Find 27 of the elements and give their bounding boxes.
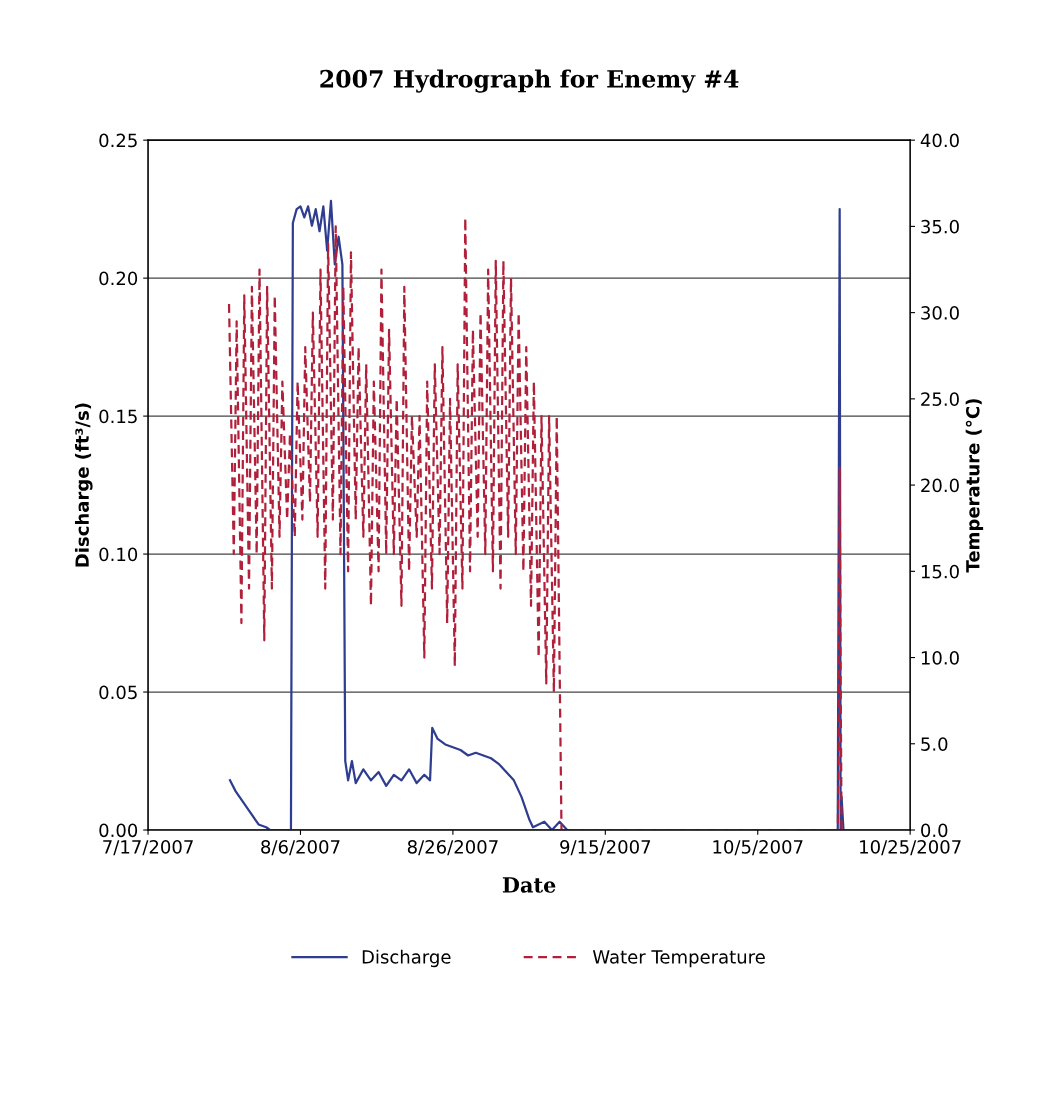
y2-axis-title: Temperature (°C) bbox=[965, 399, 984, 573]
x-tick-label: 10/5/2007 bbox=[713, 840, 803, 856]
x-tick-label: 10/25/2007 bbox=[860, 840, 961, 856]
y-tick-label: 0.10 bbox=[99, 547, 138, 562]
y-tick-label: 0.00 bbox=[99, 823, 138, 838]
legend-label: Discharge bbox=[362, 949, 451, 968]
y2-tick-label: 15.0 bbox=[921, 564, 959, 579]
y-tick-label: 0.05 bbox=[99, 685, 137, 700]
x-tick-label: 8/26/2007 bbox=[407, 840, 498, 856]
y-tick-label: 0.15 bbox=[99, 409, 137, 424]
y-tick-label: 0.25 bbox=[99, 133, 137, 148]
y2-tick-label: 0.0 bbox=[921, 823, 948, 838]
y2-tick-label: 25.0 bbox=[921, 392, 959, 406]
chart-title: 2007 Hydrograph for Enemy #4 bbox=[320, 69, 739, 93]
y2-tick-label: 35.0 bbox=[921, 219, 959, 234]
legend-label: Water Temperature bbox=[592, 950, 765, 968]
x-tick-label: 8/6/2007 bbox=[261, 840, 340, 856]
x-tick-label: 7/17/2007 bbox=[103, 840, 193, 856]
y2-tick-label: 10.0 bbox=[921, 651, 959, 665]
x-tick-label: 9/15/2007 bbox=[560, 840, 651, 856]
y-tick-label: 0.20 bbox=[99, 271, 138, 286]
y2-tick-label: 40.0 bbox=[920, 133, 959, 148]
x-axis-title: Date bbox=[502, 877, 556, 893]
y2-tick-label: 30.0 bbox=[921, 306, 959, 320]
y2-tick-label: 5.0 bbox=[921, 737, 948, 751]
y-axis-title: Discharge (ft³/s) bbox=[74, 403, 93, 567]
y2-tick-label: 20.0 bbox=[921, 478, 959, 493]
